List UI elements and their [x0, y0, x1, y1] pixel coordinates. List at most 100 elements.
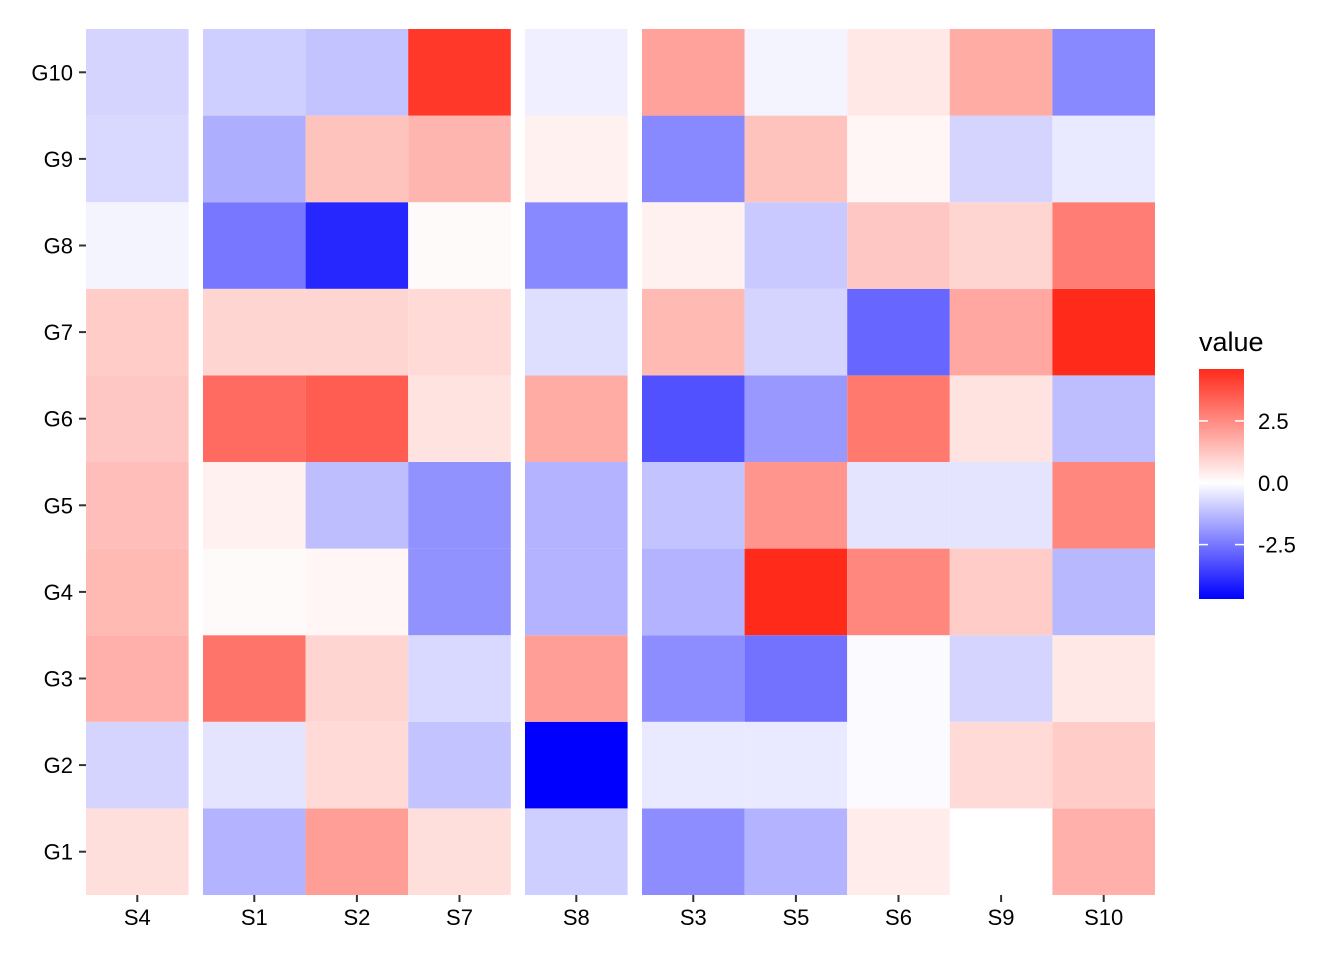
- legend-tick-label: -2.5: [1258, 533, 1296, 558]
- cell-G5-S2: G5 / S2: -1.2: [305, 462, 409, 549]
- cell-G8-S3: G8 / S3: 0.3: [642, 202, 745, 289]
- cell-G2-S2: G2 / S2: 0.8: [305, 721, 409, 809]
- x-tick-label-S4: S4: [124, 905, 151, 930]
- cell-G7-S1: G7 / S1: 0.9: [203, 288, 306, 376]
- cell-G8-S6: G8 / S6: 1.2: [847, 202, 950, 289]
- x-axis: S4 S1 S2 S7 S8 S3 S5 S6 S9 S10: [124, 895, 1123, 930]
- cell-G5-S7: G5 / S7: -2: [408, 462, 511, 549]
- cell-G6-S3: G6 / S3: -3.2: [642, 375, 745, 462]
- cell-G1-S10: G1 / S10: 1.7: [1052, 808, 1155, 895]
- cell-G9-S6: G9 / S6: 0.2: [847, 115, 950, 203]
- cell-G6-S5: G6 / S5: -1.9: [744, 375, 848, 462]
- y-tick-label-G9: G9: [44, 147, 73, 172]
- cell-G7-S2: G7 / S2: 0.9: [305, 288, 409, 376]
- legend-tick-label: 0.0: [1258, 471, 1289, 496]
- cell-G8-S1: G8 / S1: -2.5: [203, 202, 306, 289]
- cell-G5-S10: G5 / S10: 2.6: [1052, 462, 1155, 549]
- cell-G3-S4: G3 / S4: 1.7: [86, 635, 189, 722]
- x-tick-label-S6: S6: [885, 905, 912, 930]
- cell-G10-S6: G10 / S6: 0.5: [847, 29, 950, 116]
- cell-G6-S9: G6 / S9: 0.6: [949, 375, 1053, 462]
- cell-G4-S10: G4 / S10: -1.3: [1052, 548, 1155, 636]
- cell-G1-S1: G1 / S1: -1.4: [203, 808, 306, 895]
- y-axis: G1 G2 G3 G4 G5 G6 G7 G8 G9 G10: [31, 60, 86, 865]
- cell-G10-S10: G10 / S10: -2.2: [1052, 29, 1155, 116]
- legend-title: value: [1199, 327, 1264, 357]
- cell-G9-S2: G9 / S2: 1.3: [305, 115, 409, 203]
- cell-G1-S5: G1 / S5: -1.4: [744, 808, 848, 895]
- legend-tick-label: 2.5: [1258, 409, 1289, 434]
- cell-G8-S9: G8 / S9: 0.9: [949, 202, 1053, 289]
- cell-G3-S5: G3 / S5: -2.6: [744, 635, 848, 722]
- cell-G10-S3: G10 / S3: 2: [642, 29, 745, 116]
- cell-G9-S3: G9 / S3: -2.2: [642, 115, 745, 203]
- cell-G2-S9: G2 / S9: 0.8: [949, 721, 1053, 809]
- cell-G7-S5: G7 / S5: -0.8: [744, 288, 848, 376]
- cell-G6-S1: G6 / S1: 3.2: [203, 375, 306, 462]
- cell-G6-S2: G6 / S2: 3.5: [305, 375, 409, 462]
- cell-G5-S5: G5 / S5: 2.3: [744, 462, 848, 549]
- x-tick-label-S3: S3: [680, 905, 707, 930]
- cell-G2-S7: G2 / S7: -1.1: [408, 721, 511, 809]
- cell-G5-S3: G5 / S3: -1.1: [642, 462, 745, 549]
- y-tick-label-G6: G6: [44, 407, 73, 432]
- legend-colorbar: [1199, 369, 1244, 599]
- cell-G6-S6: G6 / S6: 2.9: [847, 375, 950, 462]
- cell-G7-S8: G7 / S8: -0.6: [525, 288, 628, 376]
- cell-G5-S9: G5 / S9: -0.5: [949, 462, 1053, 549]
- cell-G2-S8: G2 / S8: -4.7: [525, 721, 628, 809]
- cell-G5-S1: G5 / S1: 0.3: [203, 462, 306, 549]
- cell-G1-S4: G1 / S4: 0.7: [86, 808, 189, 895]
- cell-G10-S4: G10 / S4: -0.8: [86, 29, 189, 116]
- cell-G8-S7: G8 / S7: 0.1: [408, 202, 511, 289]
- y-tick-label-G8: G8: [44, 234, 73, 259]
- cell-G8-S10: G8 / S10: 2.8: [1052, 202, 1155, 289]
- cell-G4-S8: G4 / S8: -1.4: [525, 548, 628, 636]
- cell-G2-S3: G2 / S3: -0.4: [642, 721, 745, 809]
- cell-G1-S8: G1 / S8: -0.9: [525, 808, 628, 895]
- cell-G4-S9: G4 / S9: 1.1: [949, 548, 1053, 636]
- cell-G3-S3: G3 / S3: -2.1: [642, 635, 745, 722]
- y-tick-label-G1: G1: [44, 840, 73, 865]
- x-tick-label-S1: S1: [241, 905, 268, 930]
- x-tick-label-S7: S7: [446, 905, 473, 930]
- cell-G2-S10: G2 / S10: 1.1: [1052, 721, 1155, 809]
- cell-G9-S7: G9 / S7: 1.6: [408, 115, 511, 203]
- cell-G7-S3: G7 / S3: 1.5: [642, 288, 745, 376]
- cell-G4-S5: G4 / S5: 4.6: [744, 548, 848, 636]
- cell-G3-S10: G3 / S10: 0.5: [1052, 635, 1155, 722]
- cell-G1-S6: G1 / S6: 0.4: [847, 808, 950, 895]
- cell-G4-S1: G4 / S1: 0.1: [203, 548, 306, 636]
- cell-G3-S6: G3 / S6: -0.1: [847, 635, 950, 722]
- x-tick-label-S5: S5: [782, 905, 809, 930]
- legend: value 2.5 0.0 -2.5: [1199, 327, 1296, 599]
- cell-G4-S6: G4 / S6: 2.6: [847, 548, 950, 636]
- cell-G10-S7: G10 / S7: 4.3: [408, 29, 511, 116]
- cell-G6-S7: G6 / S7: 0.6: [408, 375, 511, 462]
- cell-G3-S9: G3 / S9: -0.8: [949, 635, 1053, 722]
- cell-G6-S8: G6 / S8: 1.8: [525, 375, 628, 462]
- cell-G3-S8: G3 / S8: 2.1: [525, 635, 628, 722]
- cell-G8-S5: G8 / S5: -1: [744, 202, 848, 289]
- cell-G10-S8: G10 / S8: -0.3: [525, 29, 628, 116]
- y-tick-label-G7: G7: [44, 320, 73, 345]
- cell-G7-S6: G7 / S6: -2.8: [847, 288, 950, 376]
- cell-G9-S9: G9 / S9: -0.8: [949, 115, 1053, 203]
- cell-G9-S1: G9 / S1: -1.5: [203, 115, 306, 203]
- x-tick-label-S2: S2: [343, 905, 370, 930]
- cell-G9-S5: G9 / S5: 1.3: [744, 115, 848, 203]
- y-tick-label-G3: G3: [44, 667, 73, 692]
- cell-G4-S3: G4 / S3: -1.4: [642, 548, 745, 636]
- y-tick-label-G10: G10: [31, 60, 73, 85]
- x-tick-label-S10: S10: [1084, 905, 1123, 930]
- cell-G1-S7: G1 / S7: 0.7: [408, 808, 511, 895]
- y-tick-label-G4: G4: [44, 580, 73, 605]
- cell-G5-S4: G5 / S4: 1.4: [86, 462, 189, 549]
- x-tick-label-S8: S8: [563, 905, 590, 930]
- heatmap-cells: G1 / S4: 0.7G1 / S1: -1.4G1 / S2: 2.1G1 …: [86, 29, 1155, 895]
- cell-G4-S7: G4 / S7: -2: [408, 548, 511, 636]
- x-tick-label-S9: S9: [988, 905, 1015, 930]
- cell-G1-S3: G1 / S3: -2.1: [642, 808, 745, 895]
- cell-G7-S10: G7 / S10: 4.6: [1052, 288, 1155, 376]
